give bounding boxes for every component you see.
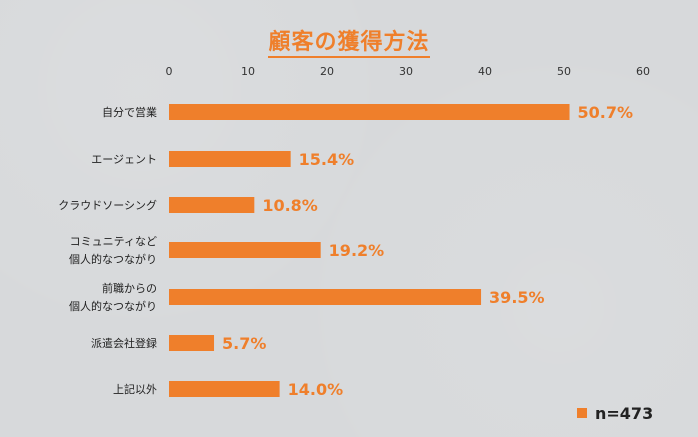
- category-label: クラウドソーシング: [58, 198, 157, 212]
- bar: [169, 104, 570, 120]
- x-tick-label: 20: [320, 65, 334, 78]
- category-label: 上記以外: [113, 382, 157, 396]
- x-tick-label: 50: [557, 65, 571, 78]
- value-label: 14.0%: [288, 380, 344, 399]
- category-label-line: 前職からの: [102, 281, 157, 295]
- x-tick-label: 0: [166, 65, 173, 78]
- category-label: エージェント: [91, 153, 157, 166]
- category-label-line: 個人的なつながり: [69, 252, 157, 266]
- value-label: 39.5%: [489, 288, 545, 307]
- x-tick-label: 40: [478, 65, 492, 78]
- category-label-line: コミュニティなど: [70, 235, 157, 248]
- bar: [169, 242, 321, 258]
- value-label: 10.8%: [262, 196, 318, 215]
- value-label: 5.7%: [222, 334, 266, 353]
- category-label: 派遣会社登録: [91, 336, 157, 350]
- value-label: 19.2%: [329, 241, 385, 260]
- legend-swatch: [577, 408, 587, 418]
- value-label: 15.4%: [299, 150, 355, 169]
- category-label: 自分で営業: [102, 105, 157, 119]
- chart-title-text: 顧客の獲得方法: [268, 30, 430, 58]
- bar: [169, 197, 255, 213]
- bar: [169, 335, 215, 351]
- chart-title: 顧客の獲得方法: [0, 24, 698, 58]
- category-label-line: 個人的なつながり: [69, 299, 157, 313]
- legend-label: n=473: [595, 403, 654, 423]
- value-label: 50.7%: [578, 103, 634, 122]
- bar: [169, 289, 482, 305]
- bar: [169, 151, 291, 167]
- x-tick-label: 10: [241, 65, 255, 78]
- x-tick-label: 60: [636, 65, 650, 78]
- x-tick-label: 30: [399, 65, 413, 78]
- legend: n=473: [577, 403, 654, 423]
- bar: [169, 381, 280, 397]
